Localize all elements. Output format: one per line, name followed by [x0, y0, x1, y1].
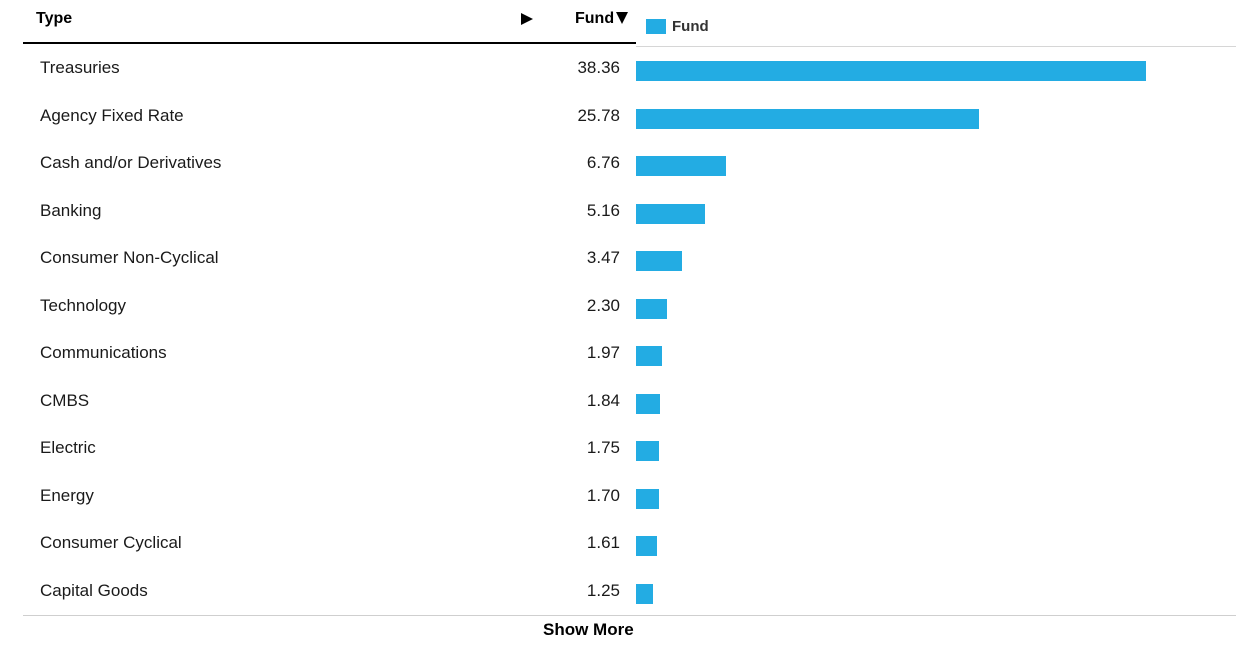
table-row: Cash and/or Derivatives 6.76	[23, 139, 636, 187]
show-more-button[interactable]: Show More	[543, 620, 634, 639]
row-label: CMBS	[40, 390, 90, 410]
row-label: Technology	[40, 295, 127, 315]
row-value: 2.30	[586, 295, 620, 315]
row-value: 1.61	[586, 533, 620, 552]
table-rows: Treasuries 38.36 Agency Fixed Rate 25.78 Cas…	[23, 44, 636, 614]
row-value: 5.16	[586, 200, 620, 220]
table-row: Energy 1.70	[23, 472, 636, 520]
table-row: Technology 2.30	[23, 282, 636, 330]
table-row: Consumer Cyclical 1.61	[23, 519, 636, 567]
chart-top-rule	[636, 46, 1236, 47]
table-row: Agency Fixed Rate 25.78	[23, 92, 636, 140]
sort-descending-icon	[616, 12, 629, 24]
bar	[636, 156, 726, 176]
row-label: Consumer Non-Cyclical	[40, 248, 219, 267]
row-label: Energy	[40, 485, 94, 505]
bar-area	[636, 0, 1236, 615]
row-label: Banking	[40, 200, 102, 220]
bar	[636, 393, 660, 414]
table-row: Electric 1.75	[23, 424, 636, 472]
row-value: 1.25	[586, 580, 620, 600]
row-label: Capital Goods	[40, 580, 148, 600]
row-value: 1.84	[586, 390, 620, 410]
row-label: Agency Fixed Rate	[40, 105, 184, 125]
bar	[636, 251, 682, 271]
row-value: 6.76	[586, 153, 620, 172]
row-value: 1.70	[586, 485, 620, 505]
bar	[636, 61, 1146, 81]
table-row: Banking 5.16	[23, 187, 636, 235]
table-row: Consumer Non-Cyclical 3.47	[23, 234, 636, 282]
chart-legend: Fund	[646, 17, 709, 35]
table-row: Communications 1.97	[23, 329, 636, 377]
expand-arrow-icon[interactable]	[521, 13, 533, 25]
legend-label: Fund	[672, 17, 709, 35]
bar	[636, 203, 705, 224]
row-label: Cash and/or Derivatives	[40, 153, 222, 172]
bar	[636, 583, 653, 604]
row-value: 1.97	[586, 343, 620, 362]
column-header-type: Type	[36, 10, 73, 27]
bar	[636, 536, 657, 556]
row-label: Electric	[40, 438, 96, 457]
row-value: 38.36	[577, 58, 620, 77]
bar	[636, 298, 667, 319]
legend-swatch	[646, 18, 666, 34]
row-value: 25.78	[577, 105, 620, 125]
row-label: Treasuries	[40, 58, 120, 77]
bar	[636, 488, 659, 509]
row-label: Communications	[40, 343, 167, 362]
bar	[636, 441, 659, 461]
footer-divider	[23, 615, 1236, 616]
table-row: CMBS 1.84	[23, 377, 636, 425]
bar	[636, 108, 979, 129]
row-value: 1.75	[586, 438, 620, 457]
bar	[636, 346, 662, 366]
table-header: Type Fund	[23, 0, 636, 44]
row-value: 3.47	[586, 248, 620, 267]
column-header-fund-label: Fund	[575, 10, 615, 27]
table-row: Treasuries 38.36	[23, 44, 636, 92]
column-header-fund[interactable]: Fund	[575, 10, 629, 28]
table-row: Capital Goods 1.25	[23, 567, 636, 615]
row-label: Consumer Cyclical	[40, 533, 182, 552]
